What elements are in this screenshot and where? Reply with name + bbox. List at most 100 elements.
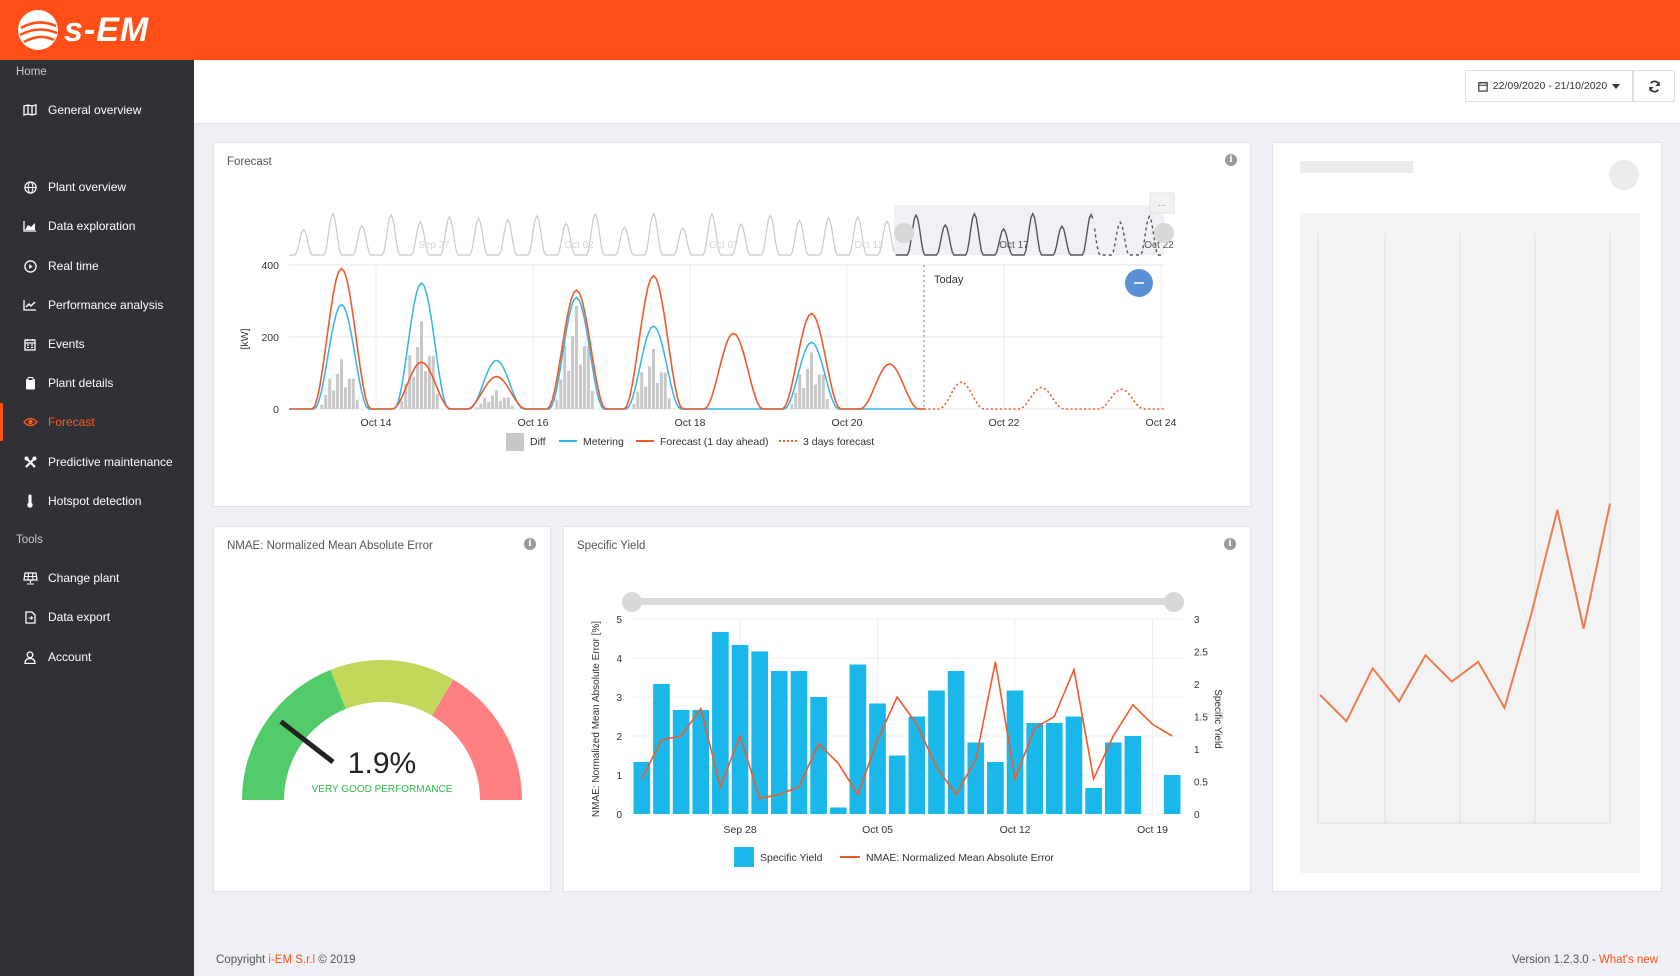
sidebar-item-label: Events	[48, 337, 85, 351]
sidebar-item-forecast[interactable]: Forecast	[0, 403, 194, 441]
diff-bar	[423, 371, 427, 409]
yield-bar	[1026, 723, 1043, 814]
sidebar-item-general-overview[interactable]: General overview	[0, 91, 194, 129]
diff-bar	[495, 390, 498, 409]
legend-label: NMAE: Normalized Mean Absolute Error	[866, 852, 1054, 864]
sidebar-item-label: Predictive maintenance	[48, 455, 173, 469]
diff-bar	[586, 346, 590, 409]
yield-bar	[1006, 690, 1024, 814]
sidebar-item-performance-analysis[interactable]: Performance analysis	[0, 286, 194, 324]
date-range-picker[interactable]: 22/09/2020 - 21/10/2020	[1465, 70, 1633, 102]
sidebar-section-tools: Tools	[16, 534, 43, 546]
x-tick-label: Oct 12	[1000, 824, 1031, 836]
gauge-band-good	[242, 669, 346, 800]
diff-bar	[575, 305, 578, 409]
y2-tick-label: 0	[1194, 810, 1200, 821]
yield-bar	[869, 703, 886, 814]
refresh-button[interactable]	[1633, 70, 1675, 102]
diff-bar	[663, 372, 667, 409]
yield-bar	[790, 671, 808, 814]
sidebar-item-events[interactable]: Events	[0, 325, 194, 363]
sidebar-item-predictive-maintenance[interactable]: Predictive maintenance	[0, 443, 194, 481]
y-tick-label: 2	[616, 732, 622, 743]
sidebar-item-data-export[interactable]: Data export	[0, 598, 194, 636]
sidebar-item-label: Account	[48, 650, 92, 664]
navigator-scrollbar	[632, 598, 1182, 605]
diff-bar	[790, 404, 794, 409]
yield-bar	[888, 755, 906, 814]
diff-bar	[355, 400, 359, 409]
date-range-value: 22/09/2020 - 21/10/2020	[1492, 80, 1608, 92]
x-tick-label: Oct 16	[518, 417, 549, 429]
y2-tick-label: 1	[1194, 745, 1200, 756]
diff-bar	[408, 355, 412, 409]
refresh-icon	[1648, 80, 1660, 92]
panel-title: Specific Yield	[577, 540, 646, 552]
play-circle-icon	[22, 258, 38, 274]
wrench-icon	[22, 454, 38, 470]
diff-bar	[559, 379, 563, 409]
diff-bar	[555, 400, 559, 409]
yield-bar	[849, 664, 867, 814]
yield-bar	[731, 645, 749, 814]
info-icon[interactable]: i	[1224, 538, 1236, 550]
sidebar-item-plant-details[interactable]: Plant details	[0, 364, 194, 402]
gauge-band-poor	[431, 679, 522, 800]
diff-bar	[817, 374, 821, 409]
brand-logo[interactable]: s-EM	[16, 6, 149, 54]
info-icon[interactable]: i	[1225, 154, 1237, 166]
yield-bar	[810, 697, 827, 814]
sidebar-item-plant-overview[interactable]: Plant overview	[0, 168, 194, 206]
gauge-needle	[279, 719, 335, 764]
forecast-panel: Forecast i Sep 27 Oct 02 Oct 07 Oct 12 Oct 1…	[213, 142, 1251, 507]
navigator-label: Sep 27	[418, 240, 450, 251]
yield-bar	[1163, 775, 1181, 814]
gauge-band-medium	[330, 660, 454, 716]
diff-bar	[404, 383, 408, 409]
sidebar-item-hotspot-detection[interactable]: Hotspot detection	[0, 482, 194, 520]
y2-axis-label: Specific Yield	[1212, 689, 1223, 748]
footer: Copyright i-EM S.r.l © 2019 Version 1.2.…	[194, 940, 1680, 976]
forecast-line	[289, 267, 924, 410]
sidebar-item-real-time[interactable]: Real time	[0, 247, 194, 285]
nmae-line	[641, 661, 1173, 800]
y-tick-label: 0	[273, 404, 279, 416]
solar-panel-icon	[22, 570, 38, 586]
diff-bar	[498, 400, 502, 409]
diff-bar	[640, 372, 644, 409]
navigator-label: Oct 22	[1144, 240, 1174, 251]
navigator-handle-left	[622, 592, 642, 612]
copyright-suffix: © 2019	[315, 954, 356, 966]
y-tick-label: 400	[261, 260, 279, 272]
x-tick-label: Sep 28	[723, 824, 756, 836]
navigator-series-selected	[895, 211, 1094, 256]
yield-bar	[987, 762, 1004, 814]
sidebar-item-account[interactable]: Account	[0, 638, 194, 676]
calendar-icon	[22, 336, 38, 352]
diff-bar	[582, 346, 586, 409]
sidebar-item-data-exploration[interactable]: Data exploration	[0, 207, 194, 245]
specific-yield-panel: Specific Yield i 0 1 2 3 4 5 0 0.5 1 1.5 2 2.5 3 NMAE…	[563, 526, 1251, 892]
sidebar-item-label: General overview	[48, 103, 142, 117]
diff-bar	[420, 321, 423, 409]
yield-bar	[1104, 742, 1122, 814]
company-link[interactable]: i-EM S.r.l	[268, 954, 316, 966]
thermometer-icon	[22, 493, 38, 509]
diff-bar	[571, 336, 575, 409]
sidebar-item-label: Data export	[48, 610, 111, 624]
y-tick-label: 5	[616, 615, 622, 626]
diff-bar	[798, 374, 802, 409]
sidebar-item-change-plant[interactable]: Change plant	[0, 559, 194, 597]
file-export-icon	[22, 609, 38, 625]
info-icon[interactable]: i	[524, 538, 536, 550]
whats-new-link[interactable]: What's new	[1598, 954, 1658, 966]
yield-bar	[908, 716, 926, 814]
y-axis-label: [kW]	[239, 328, 251, 349]
legend-swatch-yield	[734, 847, 754, 867]
diff-bar	[578, 364, 582, 409]
legend-label: Diff	[530, 436, 546, 448]
diff-bar	[644, 386, 648, 409]
user-icon	[22, 649, 38, 665]
diff-bar	[475, 407, 479, 409]
panel-title: Forecast	[227, 156, 272, 168]
